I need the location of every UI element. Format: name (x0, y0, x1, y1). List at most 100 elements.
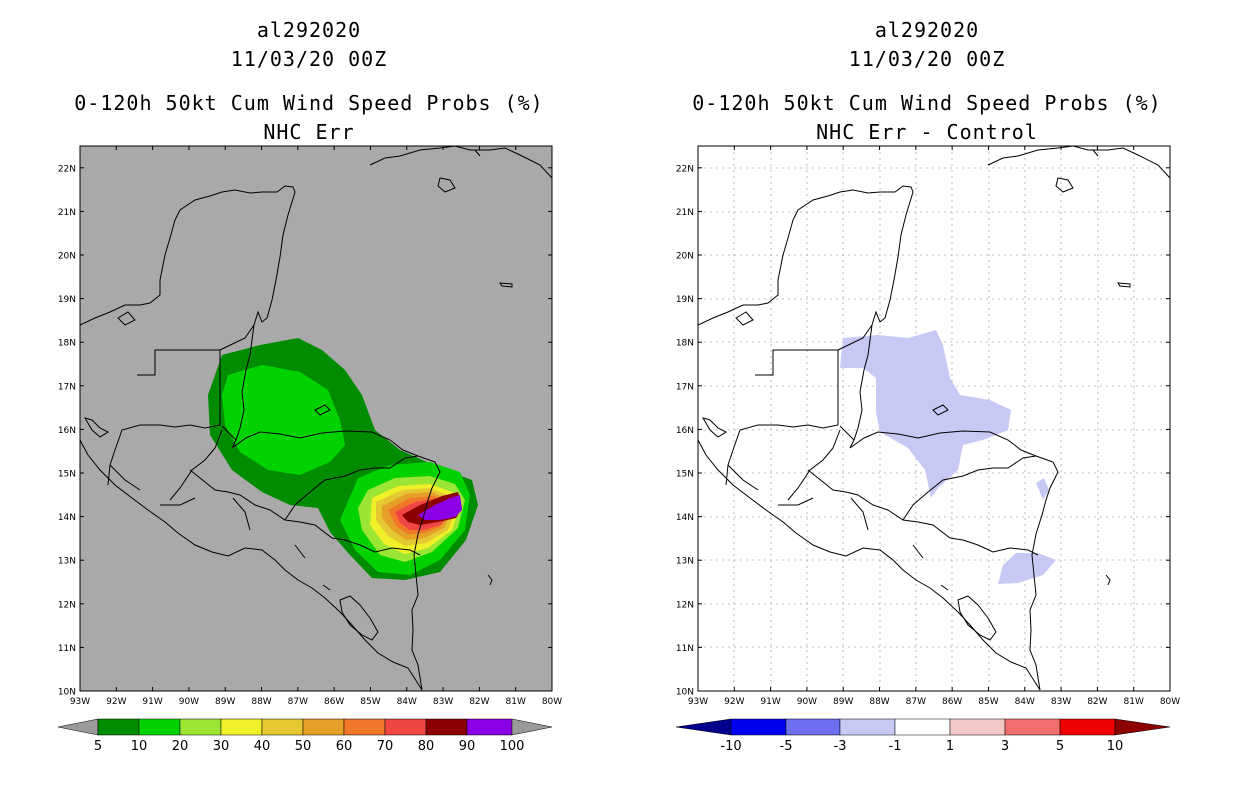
colorbar-label: 3 (1001, 739, 1009, 754)
lat-tick-label: 12N (58, 600, 76, 610)
colorbar-swatch (384, 718, 427, 736)
lon-tick-label: 82W (469, 697, 489, 707)
lat-tick-label: 17N (676, 382, 694, 392)
lat-tick-label: 21N (676, 208, 694, 218)
colorbar-swatch (343, 718, 386, 736)
colorbar-label: -5 (780, 739, 793, 754)
colorbar-label: 10 (131, 739, 148, 754)
colorbar-label: 40 (254, 739, 271, 754)
lat-tick-label: 22N (58, 164, 76, 174)
colorbar-label: 30 (213, 739, 230, 754)
lat-tick-label: 22N (676, 164, 694, 174)
lat-tick-label: 16N (58, 426, 76, 436)
lon-tick-label: 93W (70, 697, 90, 707)
difference-map (698, 146, 1170, 691)
colorbar-swatch (1004, 718, 1061, 736)
colorbar-label: 50 (295, 739, 312, 754)
subtitle: NHC Err (263, 120, 355, 144)
lat-tick-label: 10N (58, 688, 76, 698)
colorbar-swatch (839, 718, 896, 736)
lon-tick-label: 80W (1160, 697, 1180, 707)
lon-tick-label: 86W (324, 697, 344, 707)
lon-tick-label: 85W (360, 697, 380, 707)
lat-tick-label: 11N (58, 644, 76, 654)
lat-tick-label: 18N (58, 339, 76, 349)
left-colorbar: 5 10 20 30 40 50 60 70 80 90 100 (57, 718, 553, 754)
colorbar-swatch (97, 718, 140, 736)
colorbar-label: -3 (834, 739, 847, 754)
lat-tick-label: 13N (676, 557, 694, 567)
lon-tick-label: 87W (288, 697, 308, 707)
datetime-title: 11/03/20 00Z (230, 47, 388, 71)
colorbar-swatch (179, 718, 222, 736)
difference-region (1036, 478, 1049, 500)
subtitle: NHC Err - Control (816, 120, 1038, 144)
lat-tick-label: 19N (676, 295, 694, 305)
lat-tick-label: 17N (58, 382, 76, 392)
colorbar-swatch (949, 718, 1006, 736)
lat-tick-label: 21N (58, 208, 76, 218)
colorbar-over-arrow (1114, 718, 1171, 736)
colorbar-swatch (730, 718, 787, 736)
right-panel: al292020 11/03/20 00Z 0-120h 50kt Cum Wi… (618, 0, 1236, 800)
colorbar-under-arrow (57, 718, 99, 736)
colorbar-swatch (220, 718, 263, 736)
lon-tick-label: 81W (1124, 697, 1144, 707)
lon-tick-label: 92W (724, 697, 744, 707)
lon-tick-label: 90W (179, 697, 199, 707)
storm-id-title: al292020 (874, 18, 980, 42)
contour-90-100 (418, 495, 462, 520)
lon-tick-label: 83W (433, 697, 453, 707)
colorbar-swatch (1059, 718, 1116, 736)
lon-tick-label: 88W (869, 697, 889, 707)
lon-tick-label: 89W (215, 697, 235, 707)
lon-tick-label: 88W (251, 697, 271, 707)
left-map-figure: 22N21N20N19N18N17N16N15N14N13N12N11N10N … (57, 145, 562, 754)
lon-tick-label: 84W (397, 697, 417, 707)
colorbar-label: 20 (172, 739, 189, 754)
lon-tick-label: 83W (1051, 697, 1071, 707)
lon-tick-label: 84W (1015, 697, 1035, 707)
lon-tick-label: 85W (978, 697, 998, 707)
colorbar-label: 60 (336, 739, 353, 754)
difference-region (840, 330, 1011, 498)
lon-tick-label: 89W (833, 697, 853, 707)
colorbar-label: 100 (500, 739, 525, 754)
lon-tick-label: 86W (942, 697, 962, 707)
lon-tick-label: 87W (906, 697, 926, 707)
colorbar-label: 80 (418, 739, 435, 754)
colorbar-under-arrow (675, 718, 732, 736)
lon-tick-label: 82W (1087, 697, 1107, 707)
lat-tick-label: 15N (676, 470, 694, 480)
lon-tick-label: 91W (142, 697, 162, 707)
lat-tick-label: 11N (676, 644, 694, 654)
lat-tick-label: 10N (676, 688, 694, 698)
probability-contours (80, 146, 552, 691)
lat-tick-label: 15N (58, 470, 76, 480)
lon-tick-label: 90W (797, 697, 817, 707)
colorbar-swatch (894, 718, 951, 736)
lat-tick-label: 20N (676, 252, 694, 262)
lon-tick-label: 81W (506, 697, 526, 707)
colorbar-swatch (425, 718, 468, 736)
colorbar-swatch (302, 718, 345, 736)
lat-tick-label: 14N (58, 513, 76, 523)
colorbar-swatch (261, 718, 304, 736)
colorbar-label: 1 (946, 739, 954, 754)
lon-tick-label: 91W (760, 697, 780, 707)
lat-tick-label: 16N (676, 426, 694, 436)
lon-tick-label: 80W (542, 697, 562, 707)
colorbar-swatch (138, 718, 181, 736)
product-title: 0-120h 50kt Cum Wind Speed Probs (%) (692, 91, 1162, 115)
left-panel: al292020 11/03/20 00Z 0-120h 50kt Cum Wi… (57, 18, 562, 754)
difference-region (998, 553, 1056, 584)
lon-tick-label: 93W (688, 697, 708, 707)
storm-id-title: al292020 (256, 18, 362, 42)
colorbar-over-arrow (511, 718, 553, 736)
datetime-title: 11/03/20 00Z (848, 47, 1006, 71)
colorbar-label: -1 (889, 739, 902, 754)
contour-10-20-north (222, 365, 345, 475)
right-map-frame (697, 145, 1171, 692)
right-colorbar: -10 -5 -3 -1 1 3 5 10 (675, 718, 1171, 754)
latitude-axis: 22N 21N 20N 19N 18N 17N 16N 15N 14N 13N 12N 11N 10N (676, 164, 1170, 698)
